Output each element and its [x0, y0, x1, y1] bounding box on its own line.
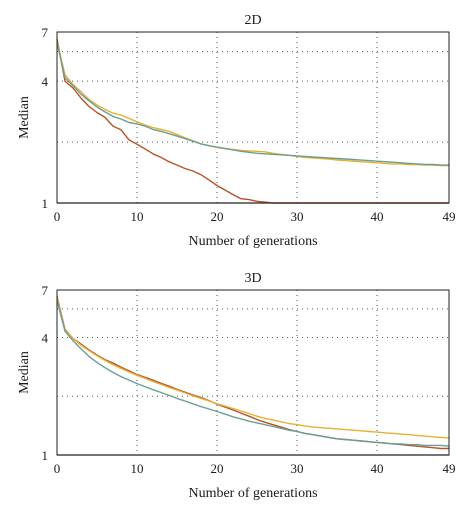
y-axis-title: Median [17, 96, 32, 139]
x-tick-label: 40 [371, 209, 384, 224]
chart-title: 2D [244, 13, 261, 28]
chart-title: 3D [244, 271, 261, 286]
x-tick-label: 0 [54, 461, 61, 476]
chart-panel-3d: 0 10 20 30 40 49 1 4 7 3D Number of generations Med… [17, 271, 456, 501]
series-line-red [56, 296, 449, 450]
x-tick-label: 30 [291, 461, 304, 476]
x-tick-label: 20 [211, 461, 224, 476]
y-tick-label: 1 [42, 196, 49, 211]
x-axis-title: Number of generations [188, 234, 317, 249]
y-axis-title: Median [17, 351, 32, 394]
series-line-teal [56, 300, 450, 447]
series-line-yellow [56, 41, 449, 167]
series-line-teal [56, 42, 449, 166]
x-tick-label: 0 [54, 209, 61, 224]
y-tick-label: 7 [42, 283, 49, 298]
chart-panel-2d: 0 10 20 30 40 49 1 4 7 2D Number of generations Med… [17, 13, 456, 249]
y-tick-label: 4 [42, 330, 49, 345]
series-line-yellow [56, 297, 450, 439]
x-tick-label: 30 [291, 209, 304, 224]
plot-frame [56, 289, 450, 456]
x-tick-label: 10 [131, 209, 144, 224]
series-line-red [56, 38, 449, 204]
plot-frame [56, 31, 450, 204]
y-tick-label: 7 [42, 25, 49, 40]
x-tick-label: 49 [443, 461, 456, 476]
x-tick-label: 40 [371, 461, 384, 476]
y-tick-label: 1 [42, 448, 49, 463]
y-tick-label: 4 [42, 74, 49, 89]
x-tick-label: 49 [443, 209, 456, 224]
x-axis-title: Number of generations [188, 486, 317, 501]
x-tick-label: 20 [211, 209, 224, 224]
x-tick-label: 10 [131, 461, 144, 476]
